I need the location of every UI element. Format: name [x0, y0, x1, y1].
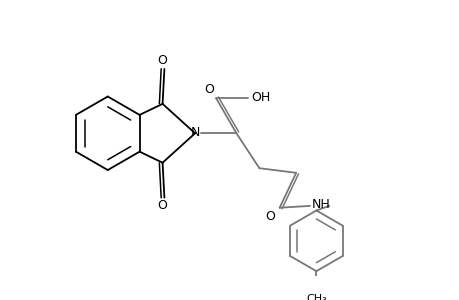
Text: NH: NH	[311, 198, 330, 211]
Text: OH: OH	[251, 91, 270, 104]
Text: N: N	[190, 126, 199, 139]
Text: O: O	[265, 210, 275, 224]
Text: O: O	[157, 54, 167, 67]
Text: CH₃: CH₃	[305, 294, 326, 300]
Text: O: O	[203, 83, 213, 96]
Text: O: O	[157, 200, 167, 212]
